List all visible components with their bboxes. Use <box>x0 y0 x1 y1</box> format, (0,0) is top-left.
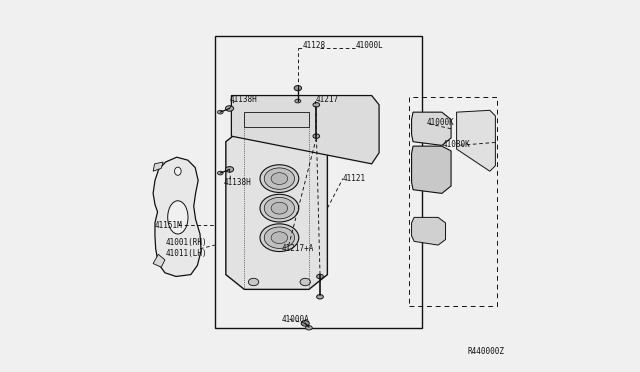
Ellipse shape <box>260 165 299 192</box>
Ellipse shape <box>317 295 323 299</box>
Polygon shape <box>309 142 328 286</box>
Text: 41217: 41217 <box>316 95 339 104</box>
Ellipse shape <box>264 227 294 248</box>
Polygon shape <box>456 110 495 171</box>
Text: 41121: 41121 <box>343 174 366 183</box>
Text: 41138H: 41138H <box>224 178 252 187</box>
Bar <box>408 97 497 306</box>
Ellipse shape <box>264 198 294 219</box>
Polygon shape <box>226 127 328 289</box>
Text: R440000Z: R440000Z <box>468 347 505 356</box>
Polygon shape <box>412 112 451 145</box>
Ellipse shape <box>260 194 299 222</box>
Ellipse shape <box>313 134 319 138</box>
Text: 41217+A: 41217+A <box>281 244 314 253</box>
Polygon shape <box>153 157 201 276</box>
Ellipse shape <box>294 86 301 91</box>
Ellipse shape <box>271 232 288 244</box>
Polygon shape <box>232 96 379 164</box>
Ellipse shape <box>260 224 299 251</box>
Ellipse shape <box>271 173 288 185</box>
Text: 41080K: 41080K <box>443 140 470 149</box>
Bar <box>215 36 422 328</box>
Ellipse shape <box>306 326 312 330</box>
Ellipse shape <box>295 99 301 103</box>
Text: 41151M: 41151M <box>155 221 182 230</box>
Ellipse shape <box>300 278 310 286</box>
Ellipse shape <box>301 321 309 326</box>
Ellipse shape <box>248 278 259 286</box>
Ellipse shape <box>218 171 223 175</box>
Ellipse shape <box>317 274 323 279</box>
Polygon shape <box>153 162 163 171</box>
Ellipse shape <box>175 167 181 175</box>
Ellipse shape <box>313 103 319 107</box>
Ellipse shape <box>225 167 234 172</box>
Ellipse shape <box>168 201 188 234</box>
Polygon shape <box>412 146 451 193</box>
Text: 41001(RH): 41001(RH) <box>166 238 207 247</box>
Text: 41128: 41128 <box>302 41 325 50</box>
Ellipse shape <box>218 110 223 114</box>
Polygon shape <box>153 254 165 267</box>
Text: 41000K: 41000K <box>427 118 455 127</box>
Text: 41000L: 41000L <box>356 41 383 50</box>
Ellipse shape <box>271 202 288 214</box>
Ellipse shape <box>264 168 294 189</box>
Polygon shape <box>244 112 309 127</box>
Text: 41000A: 41000A <box>281 315 309 324</box>
Polygon shape <box>412 217 445 245</box>
Ellipse shape <box>225 106 234 111</box>
Text: 41011(LH): 41011(LH) <box>166 249 207 258</box>
Text: 41138H: 41138H <box>230 95 257 104</box>
